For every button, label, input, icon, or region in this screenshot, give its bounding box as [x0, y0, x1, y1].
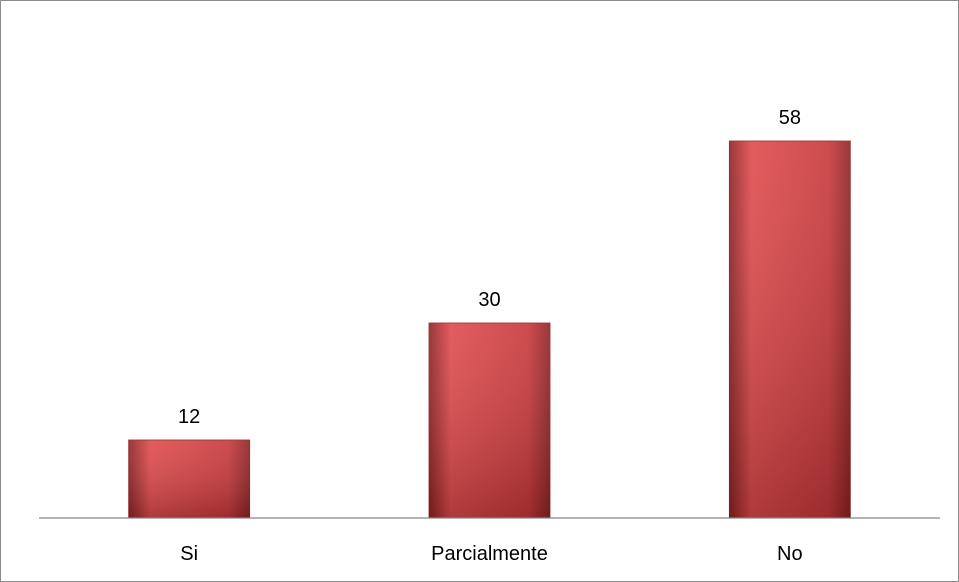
- x-tick-label-si: Si: [180, 543, 198, 565]
- x-tick-labels-group: Si Parcialmente No: [180, 543, 802, 565]
- data-label-no: 58: [779, 107, 801, 129]
- data-label-parcialmente: 30: [478, 289, 500, 311]
- bars-group: [128, 140, 851, 519]
- x-tick-label-parcialmente: Parcialmente: [431, 543, 548, 565]
- bar-shade-no: [729, 141, 851, 518]
- data-labels-group: 12 30 58: [178, 107, 801, 428]
- bar-shade-si: [128, 440, 250, 518]
- bar-shade-parcialmente: [429, 323, 550, 518]
- data-label-si: 12: [178, 406, 200, 428]
- x-tick-label-no: No: [777, 543, 803, 565]
